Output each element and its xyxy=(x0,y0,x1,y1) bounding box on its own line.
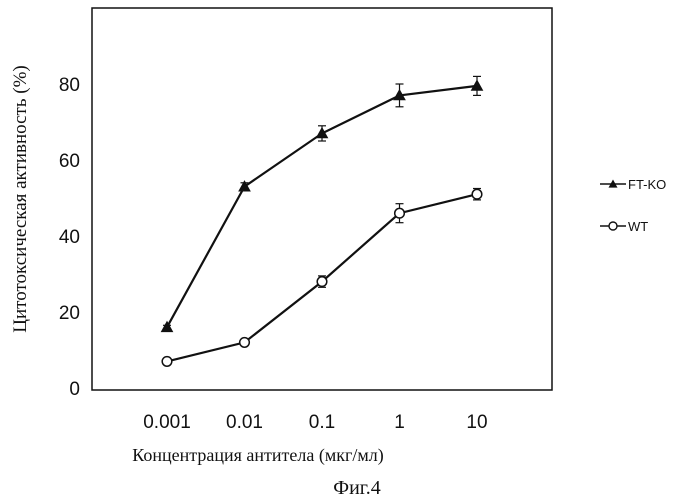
series-wt xyxy=(162,189,482,367)
data-point-circle xyxy=(240,338,250,348)
x-axis-ticks: 0.001 0.01 0.1 1 10 xyxy=(143,412,487,433)
y-axis-ticks: 0 20 40 60 80 xyxy=(59,75,80,400)
x-tick-label: 0.01 xyxy=(226,412,263,433)
data-point-circle xyxy=(317,277,327,287)
x-tick-label: 0.001 xyxy=(143,412,191,433)
data-point-circle xyxy=(162,357,172,367)
data-point-circle xyxy=(472,189,482,199)
figure-caption: Фиг.4 xyxy=(333,477,380,499)
x-tick-label: 0.1 xyxy=(309,412,335,433)
data-point-circle xyxy=(395,208,405,218)
y-tick-label: 20 xyxy=(59,303,80,324)
legend-label: WT xyxy=(628,219,648,234)
data-point-triangle xyxy=(317,128,328,138)
y-tick-label: 0 xyxy=(69,379,80,400)
legend-circle-icon xyxy=(609,222,617,230)
legend-label: FT-KO xyxy=(628,177,666,192)
series-layer xyxy=(162,76,483,366)
x-tick-label: 10 xyxy=(466,412,487,433)
y-tick-label: 80 xyxy=(59,75,80,96)
x-tick-label: 1 xyxy=(394,412,405,433)
y-tick-label: 60 xyxy=(59,151,80,172)
y-axis-label: Цитотоксическая активность (%) xyxy=(10,65,31,333)
plot-frame xyxy=(92,8,552,390)
legend: FT-KO WT xyxy=(600,177,666,234)
x-axis-label: Концентрация антитела (мкг/мл) xyxy=(132,445,383,466)
legend-item-ft-ko: FT-KO xyxy=(600,177,666,192)
legend-item-wt: WT xyxy=(600,219,648,234)
data-point-triangle xyxy=(162,322,173,332)
y-tick-label: 40 xyxy=(59,227,80,248)
